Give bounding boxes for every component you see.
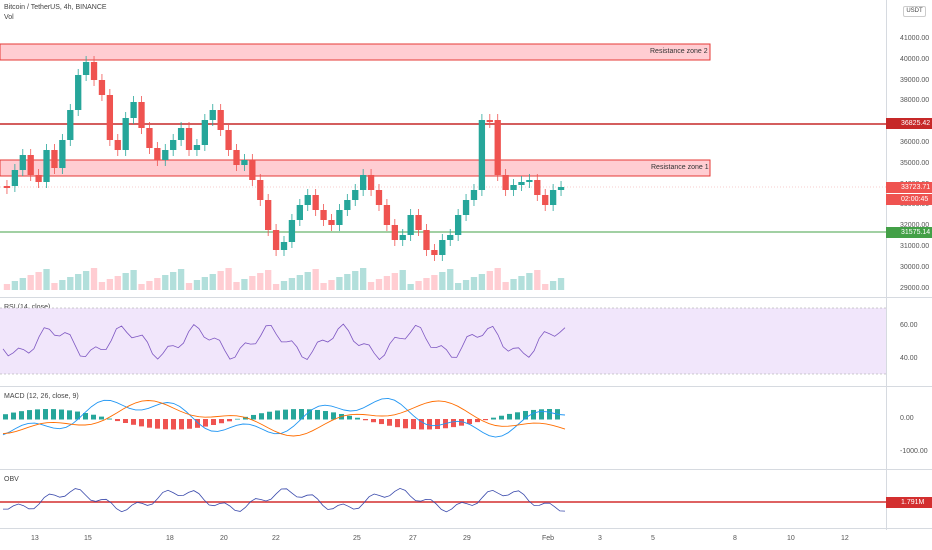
time-tick: 3 (598, 535, 602, 542)
price-tick: 41000.00 (900, 35, 930, 42)
price-tick: 38000.00 (900, 97, 930, 105)
zone-2-label: Resistance zone 2 (650, 48, 708, 55)
price-tick: 35000.00 (900, 159, 930, 167)
macd-tick-neg1000: -1000.00 (900, 448, 928, 455)
resistance-zone-1[interactable] (0, 159, 711, 177)
currency-button[interactable]: USDT (903, 6, 926, 17)
price-tick: 31000.00 (900, 243, 930, 250)
obv-pane[interactable]: OBV 1.791M (0, 470, 932, 528)
support-tag: 31575.14 (886, 227, 932, 238)
price-tick: 40000.00 (900, 55, 930, 63)
rsi-pane[interactable]: RSI (14, close) 60.00 40.00 (0, 298, 932, 386)
time-tick: Feb (542, 535, 555, 542)
last-price-tag: 33723.71 (886, 182, 932, 193)
price-tick: 39000.00 (900, 76, 930, 84)
rsi-label: RSI (14, close) (4, 304, 51, 311)
time-tick: 18 (166, 535, 174, 542)
macd-label: MACD (12, 26, close, 9) (4, 393, 79, 400)
price-tick: 29000.00 (900, 284, 930, 292)
rsi-chart (0, 307, 886, 375)
volume-label: Vol (4, 14, 14, 21)
price-tick: 32000.00 (900, 222, 930, 230)
time-tick: 12 (841, 535, 849, 542)
volume-bars (3, 268, 565, 290)
resistance-tag: 36825.42 (886, 118, 932, 129)
time-axis-border (0, 528, 932, 529)
countdown-tag: 02:00:45 (886, 194, 932, 205)
time-tick: 25 (353, 535, 361, 542)
symbol-title: Bitcoin / TetherUS, 4h, BINANCE (4, 4, 107, 11)
obv-chart (0, 487, 886, 513)
main-chart-pane[interactable]: Bitcoin / TetherUS, 4h, BINANCE Vol Resi… (0, 0, 932, 296)
time-tick: 15 (84, 535, 92, 542)
price-tick: 30000.00 (900, 263, 930, 271)
time-tick: 13 (31, 535, 39, 542)
time-tick: 27 (409, 535, 417, 542)
zone-1-label: Resistance zone 1 (651, 164, 709, 171)
macd-chart (2, 397, 566, 438)
macd-pane[interactable]: MACD (12, 26, close, 9) 0.00 -1000.00 (0, 387, 932, 469)
time-tick: 22 (272, 535, 280, 542)
price-tick: 36000.00 (900, 139, 930, 146)
resistance-zone-2[interactable] (0, 43, 711, 61)
time-tick: 5 (651, 535, 655, 542)
time-tick: 29 (463, 535, 471, 542)
pane-divider[interactable] (0, 386, 932, 387)
pane-divider[interactable] (0, 297, 932, 298)
time-tick: 8 (733, 535, 737, 542)
pane-divider[interactable] (0, 469, 932, 470)
obv-tag: 1.791M (886, 497, 932, 508)
price-chart[interactable] (0, 0, 886, 296)
candles (3, 56, 565, 261)
price-axis[interactable] (886, 0, 932, 530)
time-tick: 20 (220, 535, 228, 542)
rsi-tick-60: 60.00 (900, 322, 918, 329)
time-tick: 10 (787, 535, 795, 542)
obv-label: OBV (4, 476, 19, 483)
macd-tick-0: 0.00 (900, 415, 914, 422)
rsi-tick-40: 40.00 (900, 355, 918, 362)
